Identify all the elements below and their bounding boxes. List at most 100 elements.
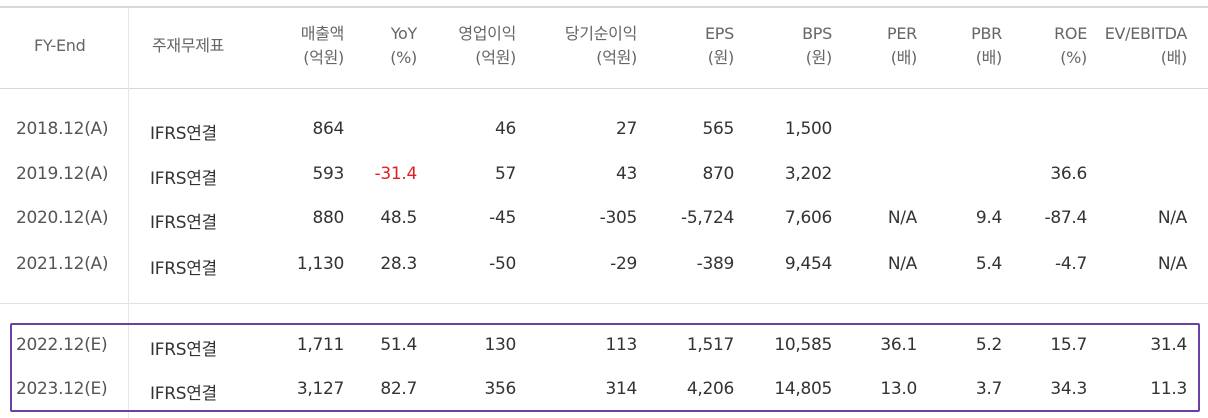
header-unit: (배)	[890, 48, 918, 67]
header-divider	[0, 88, 1208, 89]
cell-bps: 7,606	[784, 208, 832, 228]
cell-pbr: 5.4	[975, 254, 1002, 274]
header-fy-end: FY-End	[34, 34, 86, 58]
cell-statement-type: IFRS연결	[150, 340, 217, 360]
cell-roe: -4.7	[1055, 254, 1087, 274]
header-ev-ebitda: EV/EBITDA (배)	[1104, 22, 1188, 70]
header-eps: EPS (원)	[705, 22, 734, 70]
header-operating-profit: 영업이익 (억원)	[458, 22, 516, 70]
header-roe: ROE (%)	[1054, 22, 1087, 70]
table-top-border	[0, 6, 1208, 8]
header-revenue: 매출액 (억원)	[300, 22, 345, 70]
cell-ev-ebitda: 11.3	[1150, 379, 1187, 399]
cell-statement-type: IFRS연결	[150, 259, 217, 279]
cell-revenue: 1,711	[296, 335, 344, 355]
header-label: PBR	[971, 24, 1002, 43]
header-label: ROE	[1054, 24, 1087, 43]
cell-ev-ebitda: N/A	[1157, 254, 1187, 274]
header-unit: (원)	[707, 48, 735, 67]
header-unit: (%)	[1060, 48, 1087, 67]
cell-net-income: -29	[610, 254, 637, 274]
header-label: PER	[887, 24, 917, 43]
header-statement-type: 주재무제표	[152, 34, 224, 58]
cell-bps: 3,202	[784, 164, 832, 184]
cell-net-income: 27	[615, 119, 637, 139]
cell-bps: 14,805	[774, 379, 832, 399]
cell-fy-end: 2023.12(E)	[16, 379, 108, 399]
cell-fy-end: 2018.12(A)	[16, 119, 109, 139]
cell-roe: 36.6	[1050, 164, 1087, 184]
cell-ev-ebitda: 31.4	[1150, 335, 1187, 355]
header-net-income: 당기순이익 (억원)	[565, 22, 637, 70]
header-unit: (억원)	[303, 48, 344, 67]
cell-statement-type: IFRS연결	[150, 213, 217, 233]
header-label: EPS	[704, 24, 734, 43]
cell-fy-end: 2021.12(A)	[16, 254, 109, 274]
cell-pbr: 3.7	[975, 379, 1002, 399]
cell-ev-ebitda: N/A	[1157, 208, 1187, 228]
cell-pbr: 9.4	[975, 208, 1002, 228]
cell-revenue: 880	[312, 208, 344, 228]
cell-eps: -389	[696, 254, 735, 274]
header-pbr: PBR (배)	[971, 22, 1002, 70]
header-unit: (%)	[390, 48, 417, 67]
header-unit: (배)	[975, 48, 1003, 67]
cell-revenue: 593	[312, 164, 344, 184]
cell-revenue: 3,127	[296, 379, 344, 399]
cell-per: 36.1	[880, 335, 917, 355]
header-bps: BPS (원)	[802, 22, 832, 70]
header-label: FY-End	[34, 36, 86, 55]
cell-roe: -87.4	[1044, 208, 1088, 228]
cell-operating-profit: -50	[489, 254, 516, 274]
cell-pbr: 5.2	[975, 335, 1002, 355]
header-unit: (억원)	[475, 48, 516, 67]
header-label: 주재무제표	[152, 36, 225, 55]
cell-yoy: -31.4	[374, 164, 418, 184]
estimate-separator	[0, 303, 1208, 304]
cell-yoy: 82.7	[380, 379, 417, 399]
cell-eps: 4,206	[686, 379, 734, 399]
cell-fy-end: 2020.12(A)	[16, 208, 109, 228]
cell-operating-profit: 130	[484, 335, 516, 355]
cell-net-income: 43	[615, 164, 637, 184]
cell-revenue: 864	[312, 119, 344, 139]
cell-per: N/A	[887, 208, 917, 228]
header-label: EV/EBITDA	[1104, 24, 1188, 43]
cell-per: N/A	[887, 254, 917, 274]
cell-fy-end: 2022.12(E)	[16, 335, 108, 355]
header-unit: (원)	[805, 48, 833, 67]
header-label: 당기순이익	[564, 24, 637, 43]
cell-roe: 15.7	[1050, 335, 1087, 355]
header-unit: (배)	[1160, 48, 1188, 67]
cell-operating-profit: 57	[494, 164, 516, 184]
header-unit: (억원)	[596, 48, 637, 67]
cell-bps: 1,500	[784, 119, 832, 139]
cell-eps: -5,724	[680, 208, 734, 228]
cell-per: 13.0	[880, 379, 917, 399]
header-yoy: YoY (%)	[390, 22, 417, 70]
cell-net-income: 314	[605, 379, 637, 399]
cell-net-income: -305	[599, 208, 638, 228]
column-divider	[128, 8, 129, 418]
cell-yoy: 51.4	[380, 335, 417, 355]
cell-eps: 1,517	[686, 335, 734, 355]
cell-yoy: 48.5	[380, 208, 417, 228]
cell-operating-profit: 46	[494, 119, 516, 139]
header-label: BPS	[802, 24, 832, 43]
cell-yoy: 28.3	[380, 254, 417, 274]
cell-operating-profit: 356	[484, 379, 516, 399]
cell-bps: 10,585	[774, 335, 832, 355]
header-label: 매출액	[300, 24, 345, 43]
cell-statement-type: IFRS연결	[150, 169, 217, 189]
cell-eps: 870	[702, 164, 734, 184]
header-per: PER (배)	[887, 22, 917, 70]
cell-statement-type: IFRS연결	[150, 384, 217, 404]
cell-bps: 9,454	[784, 254, 832, 274]
cell-net-income: 113	[605, 335, 637, 355]
cell-operating-profit: -45	[489, 208, 516, 228]
cell-revenue: 1,130	[296, 254, 344, 274]
header-label: 영업이익	[458, 24, 516, 43]
cell-roe: 34.3	[1050, 379, 1087, 399]
cell-fy-end: 2019.12(A)	[16, 164, 109, 184]
